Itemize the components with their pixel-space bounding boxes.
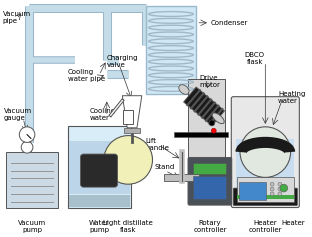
Text: Stand: Stand bbox=[154, 164, 175, 170]
Bar bbox=[237, 178, 294, 202]
Text: Water
pump: Water pump bbox=[89, 220, 110, 233]
Circle shape bbox=[270, 192, 274, 196]
Text: Vacuum
pump: Vacuum pump bbox=[18, 220, 46, 233]
Bar bbox=[124, 128, 140, 133]
Circle shape bbox=[211, 128, 216, 133]
Bar bbox=[174, 132, 228, 137]
Circle shape bbox=[280, 184, 288, 192]
Bar bbox=[6, 152, 58, 208]
Circle shape bbox=[270, 182, 274, 186]
Text: Drive
motor: Drive motor bbox=[199, 75, 220, 88]
Text: Vacuum
gauge: Vacuum gauge bbox=[4, 108, 32, 121]
Bar bbox=[193, 176, 227, 199]
Text: Heater: Heater bbox=[281, 220, 305, 226]
Text: Heater
controller: Heater controller bbox=[249, 220, 282, 233]
FancyBboxPatch shape bbox=[188, 157, 232, 205]
Circle shape bbox=[21, 141, 33, 153]
FancyBboxPatch shape bbox=[80, 154, 118, 187]
Circle shape bbox=[19, 127, 35, 142]
Circle shape bbox=[278, 182, 282, 186]
Text: Rotary
controller: Rotary controller bbox=[193, 220, 227, 233]
Bar bbox=[69, 195, 130, 207]
Circle shape bbox=[270, 187, 274, 191]
Circle shape bbox=[278, 187, 282, 191]
Bar bbox=[193, 163, 227, 174]
Bar bbox=[68, 126, 131, 208]
Ellipse shape bbox=[212, 113, 224, 124]
Text: Condenser: Condenser bbox=[211, 20, 248, 26]
Text: DBCO
flask: DBCO flask bbox=[245, 52, 265, 65]
Text: Light distillate
flask: Light distillate flask bbox=[103, 220, 153, 233]
Text: Cooling
water pipe: Cooling water pipe bbox=[68, 69, 105, 82]
Bar bbox=[239, 182, 266, 200]
Ellipse shape bbox=[179, 85, 189, 94]
Polygon shape bbox=[184, 87, 224, 126]
Circle shape bbox=[209, 120, 215, 126]
Polygon shape bbox=[122, 96, 142, 128]
Bar bbox=[164, 173, 199, 181]
Bar bbox=[188, 79, 226, 162]
Text: Vacuum
pipe: Vacuum pipe bbox=[3, 11, 31, 24]
Text: Charging
valve: Charging valve bbox=[107, 55, 138, 68]
Circle shape bbox=[240, 127, 290, 178]
Bar bbox=[23, 144, 31, 152]
Bar bbox=[237, 195, 294, 199]
Circle shape bbox=[278, 192, 282, 196]
Bar bbox=[123, 110, 133, 124]
Bar bbox=[69, 141, 130, 194]
Bar bbox=[146, 6, 196, 94]
Circle shape bbox=[104, 136, 153, 184]
FancyBboxPatch shape bbox=[233, 188, 297, 205]
Text: Heating
water: Heating water bbox=[278, 91, 305, 104]
Bar bbox=[236, 139, 295, 203]
Text: Cooling
water: Cooling water bbox=[89, 108, 115, 121]
FancyBboxPatch shape bbox=[231, 97, 299, 208]
Text: Lift
handle: Lift handle bbox=[146, 137, 170, 150]
